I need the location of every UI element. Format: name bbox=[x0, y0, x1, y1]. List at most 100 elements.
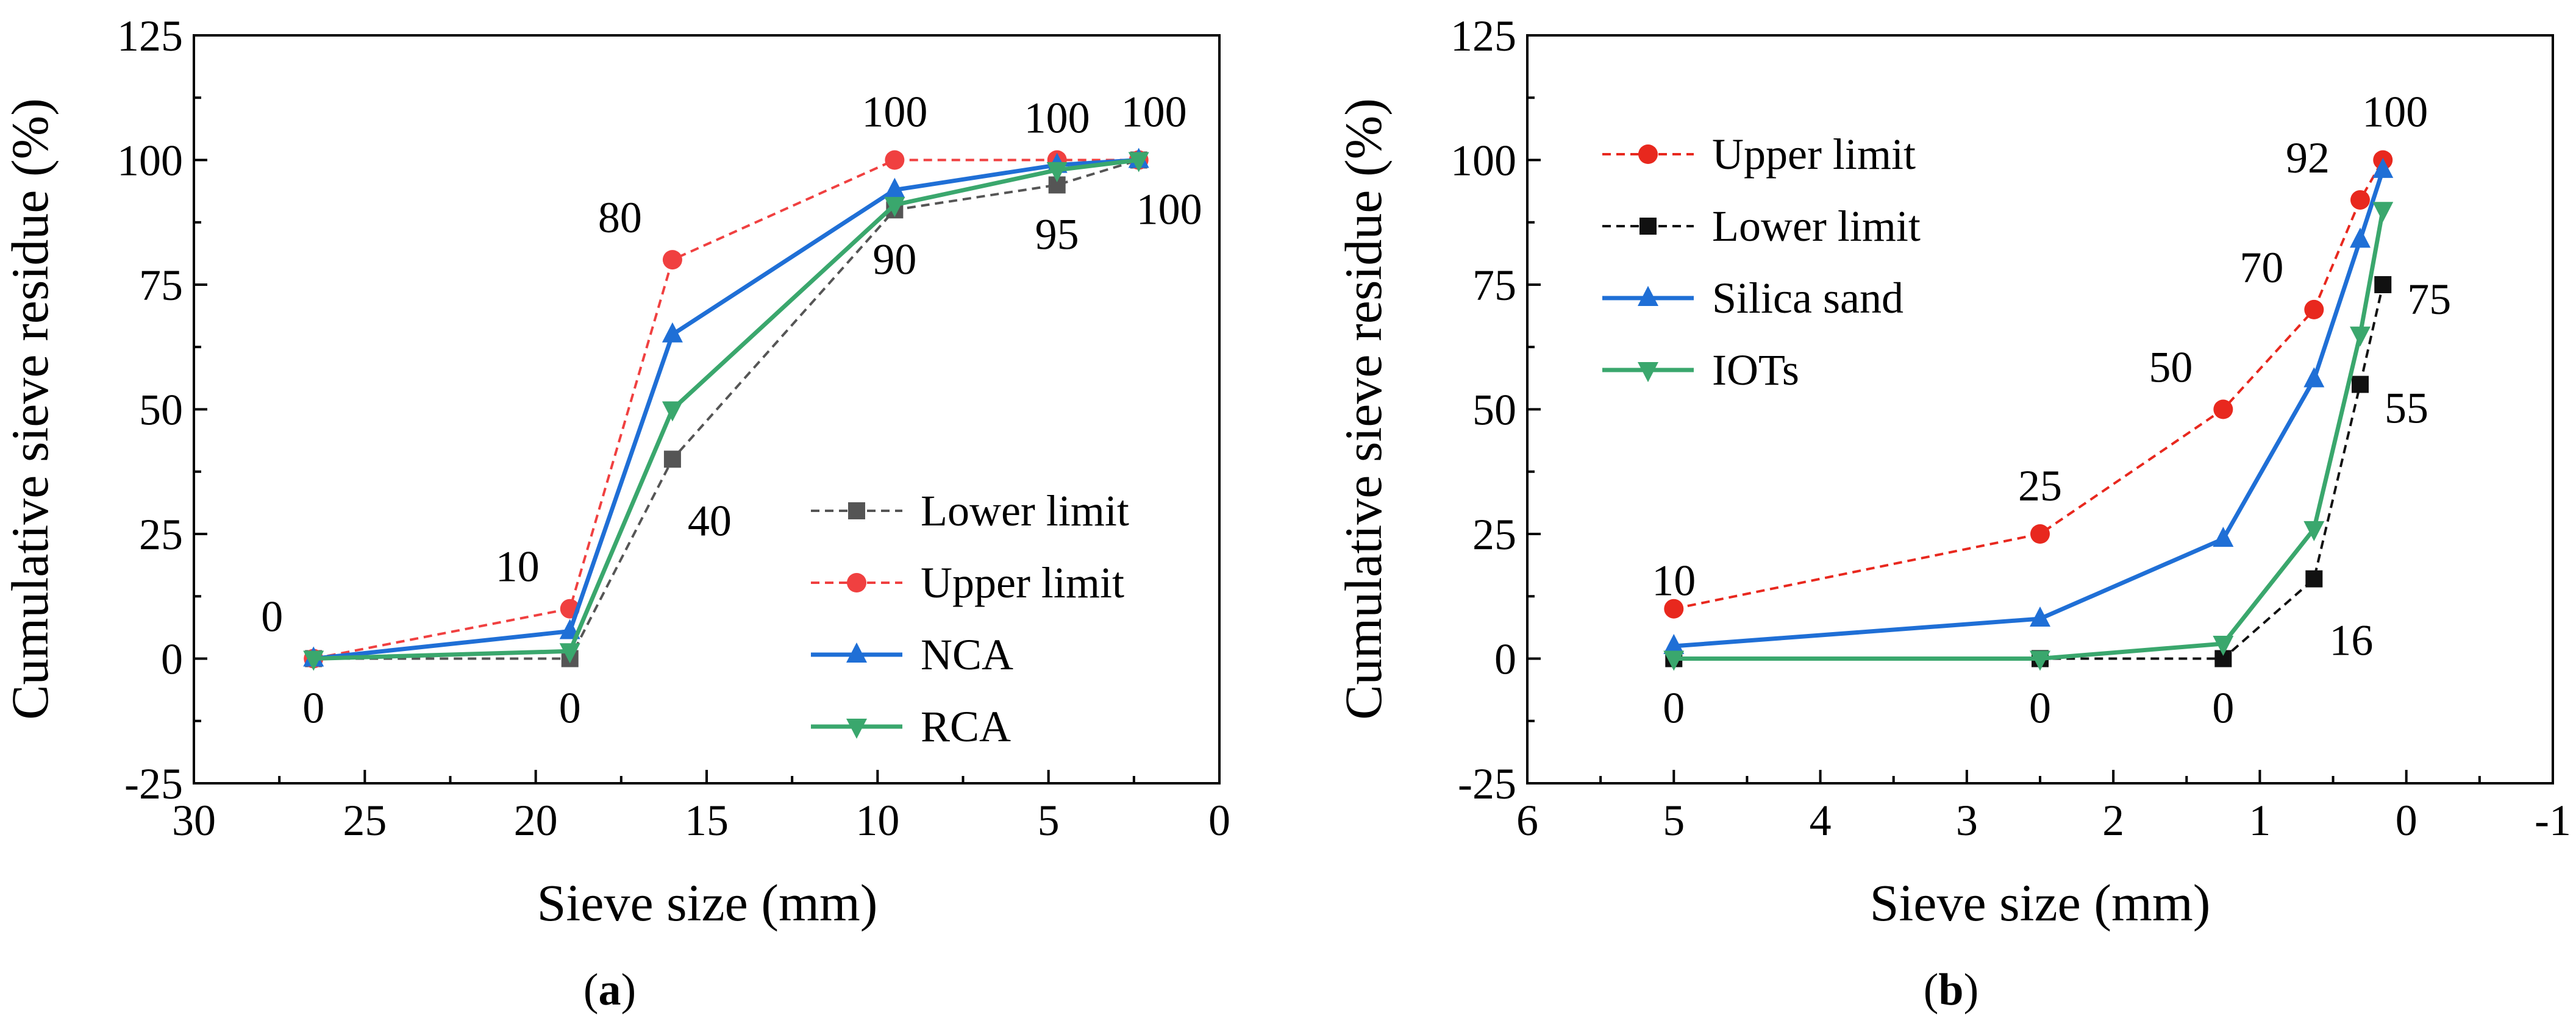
x-tick-label: 5 bbox=[1663, 796, 1685, 845]
data-point bbox=[559, 643, 580, 664]
legend-label: Upper limit bbox=[1712, 130, 1916, 179]
y-tick-label: 125 bbox=[117, 12, 183, 60]
panel-letter: b bbox=[1938, 965, 1963, 1015]
data-label: 0 bbox=[2212, 684, 2234, 733]
x-tick-label: 3 bbox=[1956, 796, 1978, 845]
x-tick-label: 4 bbox=[1810, 796, 1832, 845]
data-point bbox=[884, 177, 905, 198]
data-point bbox=[1663, 650, 1685, 671]
y-axis-title: Cumulative sieve residue (%) bbox=[1334, 98, 1393, 720]
data-label: 0 bbox=[2029, 684, 2051, 733]
data-label: 80 bbox=[598, 193, 642, 242]
y-tick-label: 125 bbox=[1450, 12, 1516, 60]
data-point bbox=[2030, 650, 2050, 671]
y-tick-label: 0 bbox=[1494, 635, 1516, 684]
data-label: 92 bbox=[2286, 133, 2330, 182]
legend-swatch-marker bbox=[847, 573, 866, 592]
data-point bbox=[2030, 607, 2050, 627]
data-point bbox=[2352, 375, 2369, 393]
legend-item: Lower limit bbox=[811, 486, 1129, 535]
x-tick-label: 5 bbox=[1038, 796, 1060, 845]
legend-swatch-marker bbox=[846, 642, 867, 663]
legend-item: Upper limit bbox=[811, 558, 1124, 607]
data-label: 10 bbox=[496, 543, 540, 591]
data-point bbox=[2372, 157, 2394, 178]
x-tick-label: 0 bbox=[2396, 796, 2417, 845]
legend-swatch-marker bbox=[1638, 286, 1658, 306]
legend-label: Silica sand bbox=[1712, 274, 1903, 322]
data-point bbox=[303, 650, 324, 671]
legend-item: NCA bbox=[811, 630, 1013, 679]
panel-label: (b) bbox=[1924, 965, 1978, 1015]
data-point bbox=[1046, 162, 1068, 182]
x-tick-label: 1 bbox=[2249, 796, 2271, 845]
data-point bbox=[1664, 599, 1684, 619]
data-label: 0 bbox=[559, 684, 581, 733]
data-label: 100 bbox=[1024, 94, 1090, 143]
data-label: 100 bbox=[1136, 185, 1202, 234]
data-point bbox=[662, 401, 683, 422]
y-tick-label: 100 bbox=[1450, 137, 1516, 185]
legend-item: Silica sand bbox=[1602, 274, 1903, 322]
data-point bbox=[2213, 399, 2233, 419]
data-label: 0 bbox=[1663, 684, 1685, 733]
series-silica-sand bbox=[1663, 157, 2394, 655]
series-line bbox=[313, 158, 1140, 660]
data-label: 70 bbox=[2239, 243, 2283, 292]
data-point bbox=[2374, 276, 2392, 293]
data-label: 100 bbox=[862, 88, 927, 137]
legend-item: Lower limit bbox=[1602, 202, 1921, 251]
series-line bbox=[1674, 284, 2385, 660]
data-point bbox=[2213, 527, 2234, 547]
data-point bbox=[2305, 570, 2323, 588]
data-point bbox=[663, 450, 681, 468]
data-label: 55 bbox=[2385, 384, 2428, 433]
data-point bbox=[885, 150, 905, 170]
panel-letter: a bbox=[599, 965, 621, 1015]
data-label: 16 bbox=[2329, 616, 2373, 665]
series-upper-limit bbox=[1664, 150, 2393, 619]
legend-label: NCA bbox=[921, 630, 1013, 679]
data-point bbox=[1663, 634, 1685, 655]
y-tick-label: 100 bbox=[117, 137, 183, 185]
legend-label: Lower limit bbox=[921, 486, 1129, 535]
data-label: 0 bbox=[302, 684, 324, 733]
y-axis-title: Cumulative sieve residue (%) bbox=[1, 98, 59, 720]
data-point bbox=[2303, 367, 2325, 388]
data-point bbox=[2350, 227, 2371, 248]
legend: Lower limit Upper limit NCA RCA bbox=[811, 486, 1129, 751]
y-tick-label: 25 bbox=[139, 510, 183, 559]
x-tick-label: -1 bbox=[2535, 796, 2571, 845]
data-label: 50 bbox=[2149, 343, 2192, 392]
data-label: 0 bbox=[261, 592, 283, 641]
y-tick-label: -25 bbox=[124, 760, 183, 808]
data-point bbox=[2303, 521, 2325, 541]
legend-swatch-marker bbox=[1638, 362, 1658, 382]
data-label: 25 bbox=[2018, 461, 2062, 510]
data-point bbox=[662, 250, 682, 270]
series-line bbox=[313, 158, 1139, 660]
panel-label: (a) bbox=[583, 965, 636, 1015]
legend-swatch-marker bbox=[846, 719, 867, 739]
data-point bbox=[2350, 326, 2371, 347]
series-rca bbox=[303, 152, 1149, 671]
data-point bbox=[2030, 524, 2050, 544]
series-line bbox=[313, 158, 1139, 661]
legend-label: Upper limit bbox=[921, 558, 1124, 607]
legend-swatch-marker bbox=[848, 502, 865, 519]
x-tick-label: 10 bbox=[855, 796, 899, 845]
x-tick-label: 0 bbox=[1208, 796, 1230, 845]
data-label: 95 bbox=[1035, 210, 1079, 258]
data-point bbox=[884, 197, 905, 218]
legend-item: IOTs bbox=[1602, 346, 1799, 394]
x-tick-label: 15 bbox=[685, 796, 729, 845]
x-tick-label: 25 bbox=[343, 796, 387, 845]
data-label: 100 bbox=[1121, 88, 1187, 137]
legend-swatch-marker bbox=[1638, 144, 1658, 164]
y-tick-label: 25 bbox=[1472, 510, 1516, 559]
data-label: 100 bbox=[2362, 88, 2428, 137]
y-tick-label: 75 bbox=[1472, 261, 1516, 310]
